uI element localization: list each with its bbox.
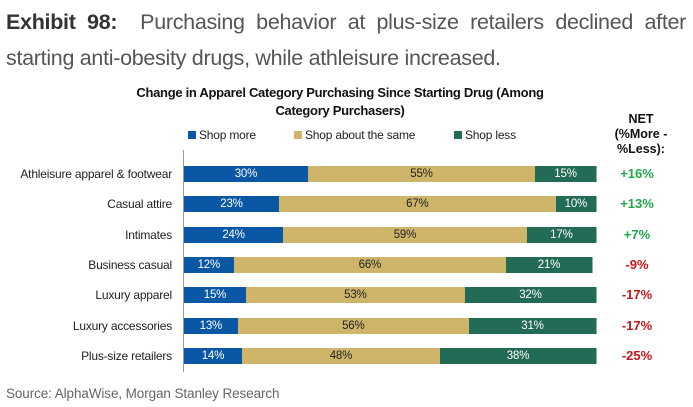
legend-label-shop-less: Shop less [465, 128, 516, 142]
category-label-luxury-apparel: Luxury apparel [95, 288, 172, 302]
category-label-casual-attire: Casual attire [107, 197, 172, 211]
net-value-athleisure-apparel-footwear: +16% [620, 166, 654, 181]
category-label-plus-size-retailers: Plus-size retailers [81, 349, 172, 363]
bar-segment-shop-more-intimates: 24% [184, 227, 284, 243]
source-note: Source: AlphaWise, Morgan Stanley Resear… [6, 386, 280, 401]
net-value-luxury-apparel: -17% [621, 287, 653, 302]
bar-segment-shop-more-business-casual: 12% [184, 257, 234, 273]
net-header-line-1: NET [628, 112, 654, 126]
category-axis-line [183, 150, 184, 372]
bar-segment-shop-about-the-same-casual-attire: 67% [278, 196, 556, 212]
exhibit-headline: Exhibit 98: Purchasing behavior at plus-… [6, 4, 686, 76]
legend-swatch-shop-less [454, 131, 462, 139]
bar-segment-shop-less-plus-size-retailers: 38% [440, 348, 597, 364]
bar-segment-shop-about-the-same-intimates: 59% [283, 227, 527, 243]
net-header-line-2: (%More - [614, 127, 668, 141]
bar-segment-shop-about-the-same-plus-size-retailers: 48% [241, 348, 441, 364]
net-value-business-casual: -9% [625, 257, 649, 272]
bar-segment-shop-less-athleisure-apparel-footwear: 15% [535, 166, 597, 182]
legend-item-shop-same: Shop about the same [294, 128, 415, 142]
net-column-header: NET (%More - %Less): [596, 112, 686, 157]
bar-segment-shop-about-the-same-business-casual: 66% [233, 257, 507, 273]
bar-segment-shop-less-luxury-accessories: 31% [468, 318, 597, 334]
net-value-luxury-accessories: -17% [621, 318, 653, 333]
category-label-business-casual: Business casual [88, 258, 172, 272]
net-header-line-3: %Less): [617, 142, 665, 156]
bar-segment-shop-less-business-casual: 21% [506, 257, 593, 273]
net-value-intimates: +7% [623, 227, 651, 242]
chart-title: Change in Apparel Category Purchasing Si… [136, 85, 544, 118]
net-value-plus-size-retailers: -25% [621, 348, 653, 363]
bar-segment-shop-less-luxury-apparel: 32% [464, 287, 597, 303]
bar-segment-shop-about-the-same-athleisure-apparel-footwear: 55% [307, 166, 536, 182]
legend-swatch-shop-same [294, 131, 302, 139]
bar-segment-shop-less-intimates: 17% [526, 227, 597, 243]
exhibit-text: Purchasing behavior at plus-size retaile… [6, 10, 687, 70]
bar-segment-shop-more-casual-attire: 23% [184, 196, 279, 212]
exhibit-label: Exhibit 98: [6, 10, 118, 34]
category-label-luxury-accessories: Luxury accessories [72, 319, 172, 333]
bar-segment-shop-more-luxury-accessories: 13% [184, 318, 238, 334]
legend-swatch-shop-more [188, 131, 196, 139]
bar-segment-shop-more-luxury-apparel: 15% [184, 287, 246, 303]
legend-label-shop-same: Shop about the same [305, 128, 416, 142]
category-label-intimates: Intimates [125, 228, 172, 242]
bar-segment-shop-about-the-same-luxury-apparel: 53% [245, 287, 465, 303]
legend-item-shop-less: Shop less [454, 128, 516, 142]
net-value-casual-attire: +13% [620, 196, 654, 211]
bar-segment-shop-less-casual-attire: 10% [555, 196, 597, 212]
category-label-athleisure-apparel-footwear: Athleisure apparel & footwear [20, 167, 172, 181]
bar-segment-shop-more-athleisure-apparel-footwear: 30% [184, 166, 308, 182]
legend-item-shop-more: Shop more [188, 128, 256, 142]
bar-segment-shop-about-the-same-luxury-accessories: 56% [237, 318, 469, 334]
bar-segment-shop-more-plus-size-retailers: 14% [184, 348, 242, 364]
legend-label-shop-more: Shop more [199, 128, 256, 142]
